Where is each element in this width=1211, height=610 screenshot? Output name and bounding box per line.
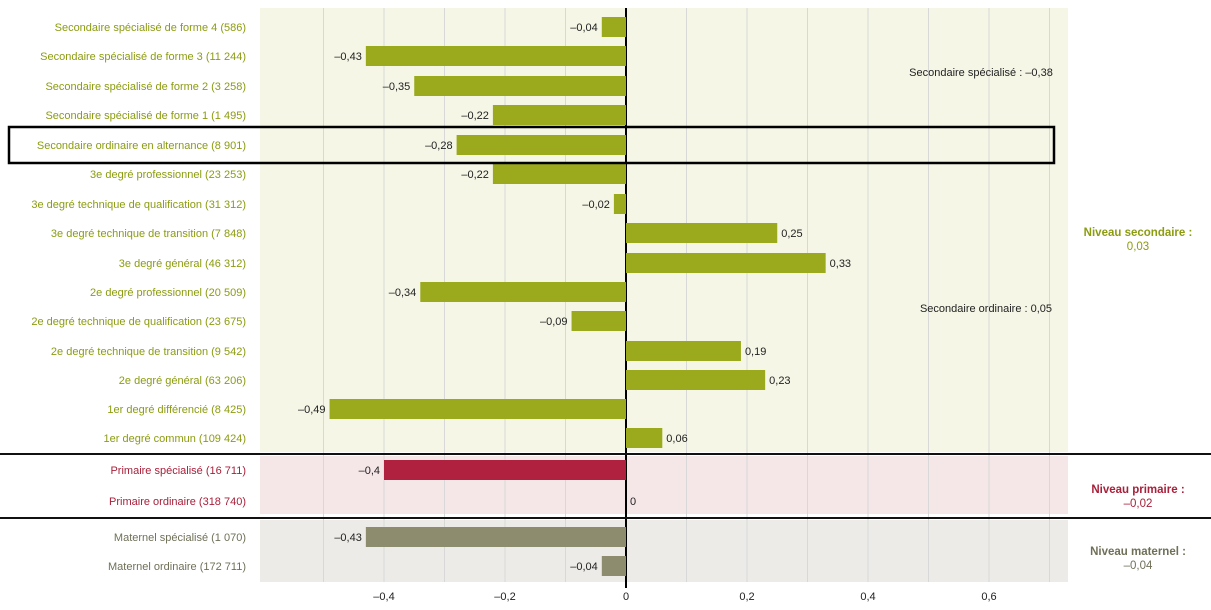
bar [601,556,626,576]
bar [601,17,626,37]
highlight-box [7,125,1056,165]
category-label: Maternel spécialisé (1 070) [114,532,246,544]
subgroup-annotation: Secondaire ordinaire : 0,05 [920,303,1052,315]
value-label: 0,23 [769,375,790,387]
value-label: –0,04 [570,22,598,34]
bars [329,17,826,576]
value-label: –0,34 [389,287,417,299]
bar [365,46,626,66]
bar [626,223,778,243]
value-label: 0,25 [781,228,802,240]
level-value-secondaire: 0,03 [1127,241,1149,253]
category-label: 3e degré professionnel (23 253) [90,169,246,181]
bar [626,370,766,390]
bar [420,282,626,302]
level-label-maternel: Niveau maternel : [1090,546,1186,558]
x-tick-label: 0,4 [860,591,875,603]
category-label: 2e degré professionnel (20 509) [90,287,246,299]
value-label: 0,19 [745,346,766,358]
value-label: –0,02 [582,199,610,211]
bar [492,105,626,125]
bar [613,194,626,214]
category-label: 2e degré technique de qualification (23 … [31,316,246,328]
category-label: 1er degré différencié (8 425) [107,404,246,416]
bar [384,460,626,480]
category-label: Secondaire spécialisé de forme 1 (1 495) [45,110,246,122]
value-label: –0,43 [334,532,362,544]
category-label: Maternel ordinaire (172 711) [108,561,246,573]
category-label: Secondaire ordinaire en alternance (8 90… [37,140,246,152]
category-label: 2e degré technique de transition (9 542) [51,346,246,358]
bar [414,76,626,96]
grid-lines [0,8,1211,588]
bar [626,253,826,273]
bar [492,164,626,184]
value-label: –0,49 [298,404,326,416]
x-tick-label: 0,6 [981,591,996,603]
category-label: Primaire ordinaire (318 740) [109,496,246,508]
category-label: 3e degré technique de transition (7 848) [51,228,246,240]
level-value-maternel: –0,04 [1124,560,1153,572]
bar [626,341,741,361]
value-label: 0,06 [666,433,687,445]
bar [571,311,626,331]
subgroup-annotation: Secondaire spécialisé : –0,38 [909,67,1053,79]
category-label: Secondaire spécialisé de forme 3 (11 244… [40,51,246,63]
value-label: –0,43 [334,51,362,63]
level-label-secondaire: Niveau secondaire : [1084,227,1193,239]
value-label: 0,33 [830,258,851,270]
value-label: –0,4 [359,465,380,477]
category-label: 3e degré général (46 312) [119,258,246,270]
category-label: 1er degré commun (109 424) [104,433,246,445]
x-tick-label: –0,2 [494,591,515,603]
value-label: –0,09 [540,316,568,328]
group-bands [260,8,1068,582]
labels: –0,04 Secondaire spécialisé de forme 4 (5… [7,22,1193,603]
value-label: –0,35 [383,81,411,93]
value-label: –0,22 [461,110,489,122]
bar [456,135,626,155]
value-label: –0,28 [425,140,453,152]
level-label-primaire: Niveau primaire : [1091,484,1184,496]
bar [329,399,626,419]
bar [626,428,663,448]
category-label: Secondaire spécialisé de forme 2 (3 258) [45,81,246,93]
x-tick-label: –0,4 [373,591,394,603]
category-label: 2e degré général (63 206) [119,375,246,387]
category-label: 3e degré technique de qualification (31 … [31,199,246,211]
value-label: –0,22 [461,169,489,181]
level-value-primaire: –0,02 [1124,498,1153,510]
bar [365,527,626,547]
value-label: 0 [630,496,636,508]
value-label: –0,04 [570,561,598,573]
x-tick-label: 0 [623,591,629,603]
category-label: Primaire spécialisé (16 711) [110,465,246,477]
category-label: Secondaire spécialisé de forme 4 (586) [55,22,246,34]
band-primaire [260,456,1068,514]
x-tick-label: 0,2 [739,591,754,603]
